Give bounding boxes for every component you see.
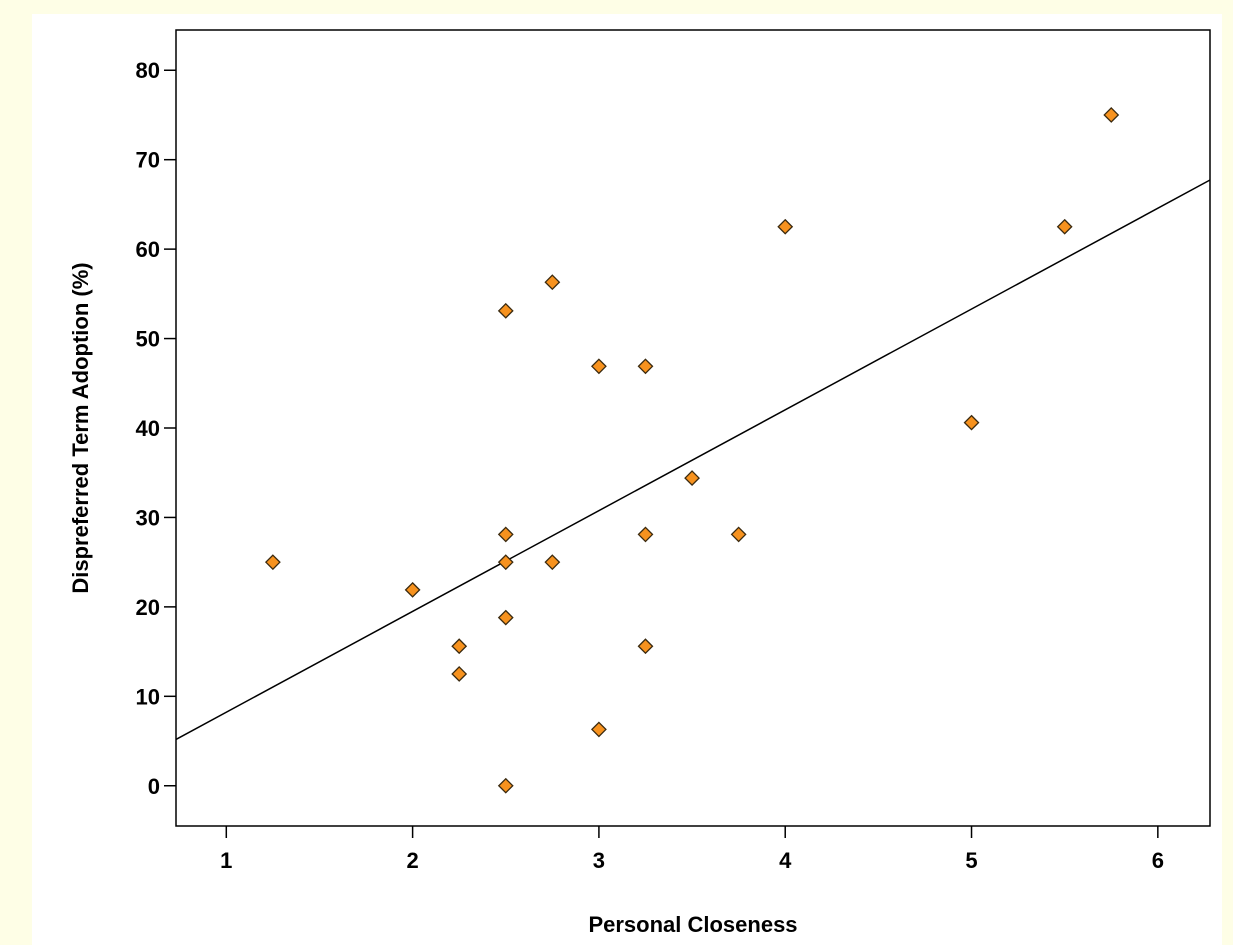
data-point bbox=[497, 526, 514, 543]
y-tick-label: 0 bbox=[148, 774, 160, 799]
data-point bbox=[637, 358, 654, 375]
data-point bbox=[963, 414, 980, 431]
y-tick-label: 60 bbox=[136, 237, 160, 262]
data-point bbox=[730, 526, 747, 543]
x-tick-label: 1 bbox=[220, 848, 232, 873]
data-point bbox=[637, 638, 654, 655]
scatter-chart: 1 2 3 4 5 6 0 10 20 30 40 50 60 70 80 Personal Closen… bbox=[68, 29, 1211, 937]
data-point bbox=[637, 526, 654, 543]
x-tick-label: 2 bbox=[406, 848, 418, 873]
y-tick-label: 40 bbox=[136, 416, 160, 441]
data-point bbox=[684, 470, 700, 487]
x-axis: 1 2 3 4 5 6 bbox=[220, 826, 1164, 873]
y-axis: 0 10 20 30 40 50 60 70 80 bbox=[136, 58, 176, 799]
data-point bbox=[264, 554, 281, 571]
points-layer bbox=[264, 107, 1120, 794]
data-point bbox=[497, 777, 514, 794]
x-axis-title: Personal Closeness bbox=[588, 912, 797, 937]
y-tick-label: 30 bbox=[136, 505, 160, 530]
data-point bbox=[451, 638, 468, 655]
data-point bbox=[497, 554, 514, 571]
data-point bbox=[777, 218, 794, 235]
data-point bbox=[544, 274, 561, 291]
data-point bbox=[1056, 218, 1073, 235]
chart-panel: 1 2 3 4 5 6 0 10 20 30 40 50 60 70 80 Personal Closen… bbox=[32, 14, 1222, 945]
data-point bbox=[497, 302, 514, 319]
y-tick-label: 50 bbox=[136, 327, 160, 352]
x-tick-label: 3 bbox=[593, 848, 605, 873]
data-point bbox=[590, 721, 607, 738]
fit-line-layer bbox=[175, 179, 1211, 741]
x-tick-label: 4 bbox=[779, 848, 792, 873]
fit-line bbox=[175, 179, 1211, 741]
x-tick-label: 6 bbox=[1152, 848, 1164, 873]
x-tick-label: 5 bbox=[965, 848, 977, 873]
plot-frame bbox=[175, 29, 1211, 827]
data-point bbox=[451, 666, 468, 682]
data-point bbox=[404, 581, 421, 598]
data-point bbox=[1103, 107, 1120, 123]
y-tick-label: 20 bbox=[136, 595, 160, 620]
y-axis-title: Dispreferred Term Adoption (%) bbox=[68, 262, 93, 593]
data-point bbox=[497, 609, 514, 626]
data-point bbox=[590, 358, 607, 375]
y-tick-label: 70 bbox=[136, 148, 160, 173]
y-tick-label: 10 bbox=[136, 684, 160, 709]
data-point bbox=[544, 554, 561, 571]
y-tick-label: 80 bbox=[136, 58, 160, 83]
